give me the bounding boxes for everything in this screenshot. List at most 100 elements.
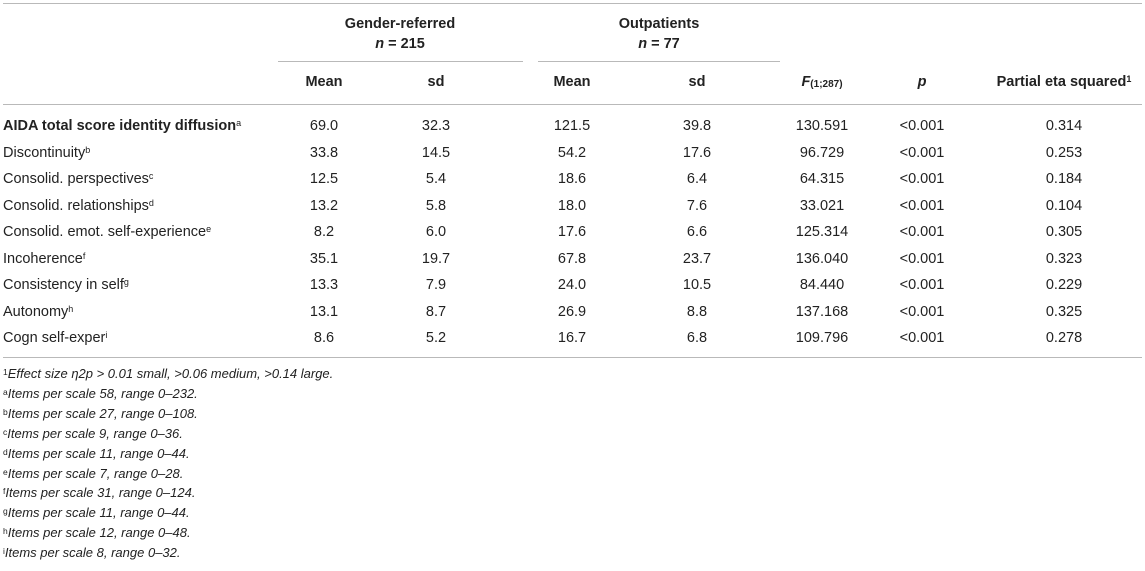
table-cell-eta: 0.278 bbox=[1045, 330, 1083, 346]
table-cell-f: 96.729 bbox=[799, 144, 845, 161]
table-cell-f: 137.168 bbox=[795, 303, 849, 320]
table-note: dItems per scale 11, range 0–44. bbox=[3, 445, 190, 461]
table-cell-f: 125.314 bbox=[795, 224, 849, 240]
col-header-mean-gender: Mean bbox=[305, 74, 343, 90]
table-cell-m1: 12.5 bbox=[309, 171, 339, 187]
top-rule bbox=[3, 3, 1142, 4]
group-title-outpatients: Outpatients bbox=[618, 16, 700, 32]
table-cell-m2: 24.0 bbox=[557, 277, 587, 293]
group-title-gender: Gender-referred bbox=[344, 16, 456, 32]
table-cell-m2: 18.0 bbox=[557, 197, 587, 214]
table-cell-f: 130.591 bbox=[795, 118, 849, 134]
table-cell-eta: 0.314 bbox=[1045, 118, 1083, 134]
table-cell-m1: 33.8 bbox=[309, 144, 339, 161]
table-cell-p: <0.001 bbox=[899, 330, 945, 346]
table-cell-m2: 54.2 bbox=[557, 144, 587, 161]
table-cell-sd2: 10.5 bbox=[682, 277, 712, 293]
table-note: hItems per scale 12, range 0–48. bbox=[3, 525, 191, 541]
table-cell-p: <0.001 bbox=[899, 303, 945, 320]
table-row-label: Consolid. relationshipsd bbox=[3, 197, 154, 214]
table-cell-eta: 0.323 bbox=[1045, 250, 1083, 267]
col-header-mean-outpatients: Mean bbox=[553, 74, 591, 90]
table-row-label: AIDA total score identity diffusiona bbox=[3, 118, 242, 134]
table-cell-sd1: 5.4 bbox=[425, 171, 447, 187]
table-cell-sd2: 7.6 bbox=[686, 197, 708, 214]
table-cell-p: <0.001 bbox=[899, 250, 945, 267]
table-cell-eta: 0.325 bbox=[1045, 303, 1083, 320]
table-cell-sd2: 8.8 bbox=[686, 303, 708, 320]
table-cell-sd2: 6.6 bbox=[686, 224, 708, 240]
table-cell-f: 84.440 bbox=[799, 277, 845, 293]
table-cell-sd1: 19.7 bbox=[421, 250, 451, 267]
col-header-sd-outpatients: sd bbox=[688, 74, 706, 90]
table-cell-m2: 121.5 bbox=[553, 118, 591, 134]
table-cell-sd1: 14.5 bbox=[421, 144, 451, 161]
table-cell-m2: 18.6 bbox=[557, 171, 587, 187]
table-row-label: Consistency in selfg bbox=[3, 277, 129, 293]
table-cell-f: 64.315 bbox=[799, 171, 845, 187]
table-row-label: Cogn self-experi bbox=[3, 330, 108, 346]
table-cell-m1: 35.1 bbox=[309, 250, 339, 267]
table-cell-m2: 67.8 bbox=[557, 250, 587, 267]
table-cell-p: <0.001 bbox=[899, 277, 945, 293]
table-cell-m1: 8.2 bbox=[313, 224, 335, 240]
table-cell-f: 136.040 bbox=[795, 250, 849, 267]
table-row-label: Discontinuityb bbox=[3, 144, 91, 161]
group-header-gender: Gender-referred n = 215 bbox=[345, 14, 455, 54]
table-cell-m1: 13.1 bbox=[309, 303, 339, 320]
group-header-outpatients: Outpatients n = 77 bbox=[619, 14, 700, 54]
table-note: fItems per scale 31, range 0–124. bbox=[3, 485, 196, 501]
table-cell-eta: 0.253 bbox=[1045, 144, 1083, 161]
group-n-gender: n = 215 bbox=[375, 36, 425, 52]
table-cell-p: <0.001 bbox=[899, 118, 945, 134]
table-cell-m1: 13.3 bbox=[309, 277, 339, 293]
table-note: aItems per scale 58, range 0–232. bbox=[3, 385, 198, 401]
table-cell-eta: 0.305 bbox=[1045, 224, 1083, 240]
table-note: 1Effect size η2p > 0.01 small, >0.06 med… bbox=[3, 366, 334, 381]
table-note: bItems per scale 27, range 0–108. bbox=[3, 405, 198, 421]
table-note: iItems per scale 8, range 0–32. bbox=[3, 545, 181, 561]
table-row-label: Autonomyh bbox=[3, 303, 74, 320]
table-cell-sd2: 23.7 bbox=[682, 250, 712, 267]
table-row-label: Consolid. perspectivesc bbox=[3, 171, 154, 187]
table-row-label: Consolid. emot. self-experiencee bbox=[3, 224, 212, 240]
group-n-outpatients: n = 77 bbox=[638, 36, 680, 52]
table-cell-m1: 69.0 bbox=[309, 118, 339, 134]
table-cell-p: <0.001 bbox=[899, 197, 945, 214]
col-header-p: p bbox=[917, 74, 927, 90]
table-cell-sd2: 39.8 bbox=[682, 118, 712, 134]
table-cell-sd1: 5.8 bbox=[425, 197, 447, 214]
table-note: eItems per scale 7, range 0–28. bbox=[3, 465, 184, 481]
table-cell-sd1: 8.7 bbox=[425, 303, 447, 320]
outpatients-group-rule bbox=[538, 61, 780, 62]
table-row-label: Incoherencef bbox=[3, 250, 86, 267]
table-cell-m1: 8.6 bbox=[313, 330, 335, 346]
table-cell-sd1: 32.3 bbox=[421, 118, 451, 134]
table-cell-eta: 0.184 bbox=[1045, 171, 1083, 187]
table-cell-p: <0.001 bbox=[899, 171, 945, 187]
table-note: gItems per scale 11, range 0–44. bbox=[3, 505, 190, 521]
table-cell-m2: 16.7 bbox=[557, 330, 587, 346]
table-cell-m2: 26.9 bbox=[557, 303, 587, 320]
table-cell-sd1: 6.0 bbox=[425, 224, 447, 240]
table-bottom-rule bbox=[3, 357, 1142, 358]
table-cell-m1: 13.2 bbox=[309, 197, 339, 214]
table-note: cItems per scale 9, range 0–36. bbox=[3, 425, 183, 441]
table-cell-p: <0.001 bbox=[899, 144, 945, 161]
table-cell-f: 33.021 bbox=[799, 197, 845, 214]
table-cell-eta: 0.104 bbox=[1045, 197, 1083, 214]
gender-group-rule bbox=[278, 61, 523, 62]
col-header-eta: Partial eta squared1 bbox=[996, 74, 1132, 90]
col-header-sd-gender: sd bbox=[427, 74, 445, 90]
table-cell-eta: 0.229 bbox=[1045, 277, 1083, 293]
header-bottom-rule bbox=[3, 104, 1142, 105]
table-cell-sd1: 7.9 bbox=[425, 277, 447, 293]
table-cell-sd1: 5.2 bbox=[425, 330, 447, 346]
table-cell-f: 109.796 bbox=[795, 330, 849, 346]
table-cell-sd2: 17.6 bbox=[682, 144, 712, 161]
table-cell-p: <0.001 bbox=[899, 224, 945, 240]
table-cell-m2: 17.6 bbox=[557, 224, 587, 240]
col-header-f: F(1;287) bbox=[801, 74, 843, 90]
table-cell-sd2: 6.4 bbox=[686, 171, 708, 187]
table-cell-sd2: 6.8 bbox=[686, 330, 708, 346]
